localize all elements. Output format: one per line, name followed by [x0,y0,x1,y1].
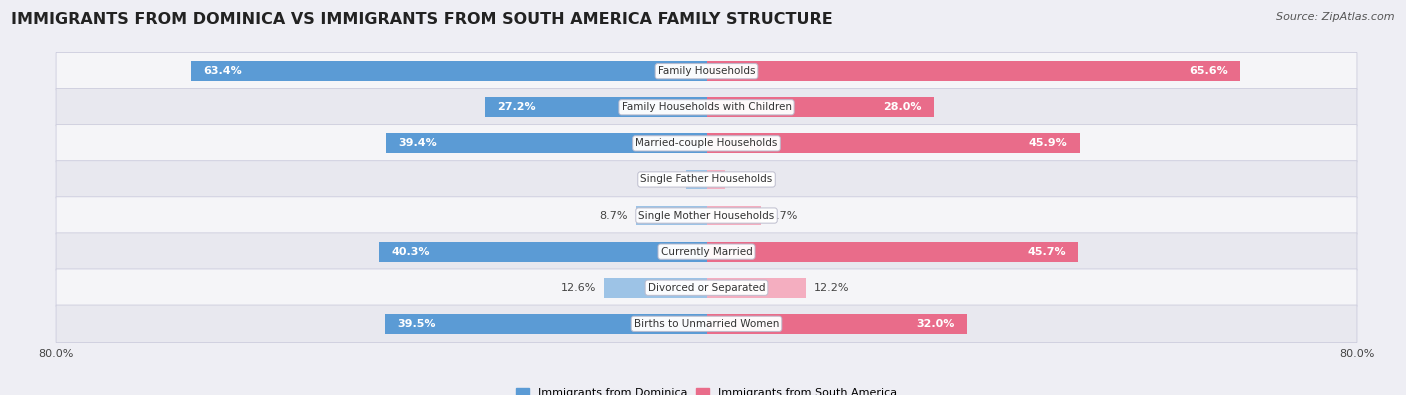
Text: 2.3%: 2.3% [734,175,762,184]
Text: Single Mother Households: Single Mother Households [638,211,775,220]
Text: 27.2%: 27.2% [498,102,536,112]
Text: 6.7%: 6.7% [769,211,797,220]
Legend: Immigrants from Dominica, Immigrants from South America: Immigrants from Dominica, Immigrants fro… [512,383,901,395]
FancyBboxPatch shape [56,161,1357,198]
Text: 12.2%: 12.2% [814,283,849,293]
Text: 45.7%: 45.7% [1028,246,1066,257]
Text: 63.4%: 63.4% [204,66,242,76]
Bar [707,242,1078,261]
Text: Births to Unmarried Women: Births to Unmarried Women [634,319,779,329]
Text: 32.0%: 32.0% [917,319,955,329]
FancyBboxPatch shape [56,233,1357,271]
Bar [707,97,934,117]
Bar [707,61,1240,81]
Text: Family Households: Family Households [658,66,755,76]
Text: 28.0%: 28.0% [883,102,922,112]
Text: Divorced or Separated: Divorced or Separated [648,283,765,293]
FancyBboxPatch shape [56,124,1357,162]
Text: 12.6%: 12.6% [561,283,596,293]
Bar [485,97,707,117]
Text: 40.3%: 40.3% [391,246,430,257]
Text: 39.5%: 39.5% [398,319,436,329]
Text: Currently Married: Currently Married [661,246,752,257]
Text: Single Father Households: Single Father Households [640,175,773,184]
Bar [605,278,707,298]
Text: 65.6%: 65.6% [1189,66,1227,76]
Text: 2.5%: 2.5% [650,175,678,184]
Bar [636,206,707,226]
Text: 8.7%: 8.7% [599,211,627,220]
FancyBboxPatch shape [56,53,1357,90]
Text: 45.9%: 45.9% [1029,138,1067,149]
Bar [707,206,761,226]
Bar [707,134,1080,153]
Bar [380,242,707,261]
Bar [686,169,707,189]
Bar [387,134,707,153]
Text: Family Households with Children: Family Households with Children [621,102,792,112]
FancyBboxPatch shape [56,88,1357,126]
Bar [707,278,806,298]
Text: IMMIGRANTS FROM DOMINICA VS IMMIGRANTS FROM SOUTH AMERICA FAMILY STRUCTURE: IMMIGRANTS FROM DOMINICA VS IMMIGRANTS F… [11,12,832,27]
FancyBboxPatch shape [56,305,1357,342]
Bar [191,61,707,81]
Text: Source: ZipAtlas.com: Source: ZipAtlas.com [1277,12,1395,22]
FancyBboxPatch shape [56,269,1357,307]
Bar [385,314,707,334]
FancyBboxPatch shape [56,197,1357,234]
Text: 39.4%: 39.4% [398,138,437,149]
Bar [707,314,967,334]
Bar [707,169,725,189]
Text: Married-couple Households: Married-couple Households [636,138,778,149]
